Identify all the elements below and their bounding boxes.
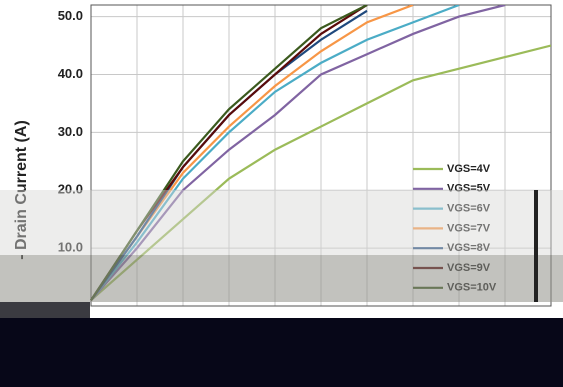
legend-label: VGS=8V — [447, 242, 491, 254]
glitch-block — [0, 318, 563, 387]
y-tick-label: 30.0 — [58, 124, 83, 139]
series-line — [90, 5, 460, 301]
glitch-block — [0, 302, 90, 318]
legend-label: VGS=7V — [447, 222, 491, 234]
y-axis-label: - Drain Current (A) — [13, 120, 30, 260]
y-tick-label: 50.0 — [58, 8, 83, 23]
glitch-bar — [534, 190, 538, 302]
y-tick-label: 20.0 — [58, 182, 83, 197]
lines — [90, 5, 551, 302]
series-line — [90, 44, 551, 302]
legend-label: VGS=6V — [447, 203, 491, 215]
glitch-band — [0, 255, 563, 302]
plot-frame — [90, 4, 552, 307]
y-ticks: 10.0 20.0 30.0 40.0 50.0 — [58, 8, 83, 255]
legend-label: VGS=4V — [447, 163, 491, 175]
y-tick-label: 40.0 — [58, 66, 83, 81]
series-line — [90, 5, 506, 301]
y-tick-label: 10.0 — [58, 240, 83, 255]
series-line — [90, 5, 368, 301]
glitch-band — [0, 190, 563, 255]
legend-label: VGS=5V — [447, 183, 491, 195]
